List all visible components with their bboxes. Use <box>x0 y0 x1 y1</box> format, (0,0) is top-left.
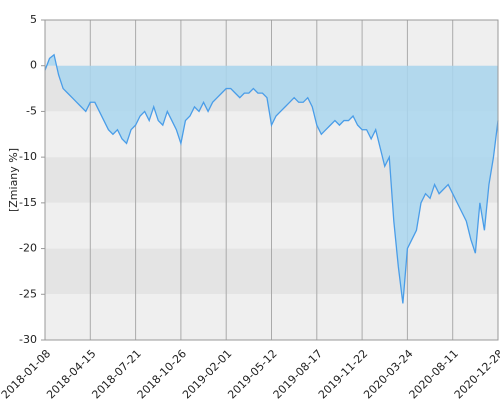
plot-frame <box>44 19 499 341</box>
area <box>45 54 498 304</box>
line <box>44 53 499 304</box>
y-tick-label: -30 <box>19 333 37 346</box>
y-tick-label: -20 <box>19 242 37 255</box>
y-axis-label: [Zmiany %] <box>7 148 20 212</box>
y-tick-label: 5 <box>30 13 37 26</box>
y-tick-label: -25 <box>19 287 37 300</box>
y-tick-label: -5 <box>26 104 37 117</box>
y-tick-label: 0 <box>30 59 37 72</box>
y-tick-label: -10 <box>19 150 37 163</box>
y-tick-label: -15 <box>19 196 37 209</box>
